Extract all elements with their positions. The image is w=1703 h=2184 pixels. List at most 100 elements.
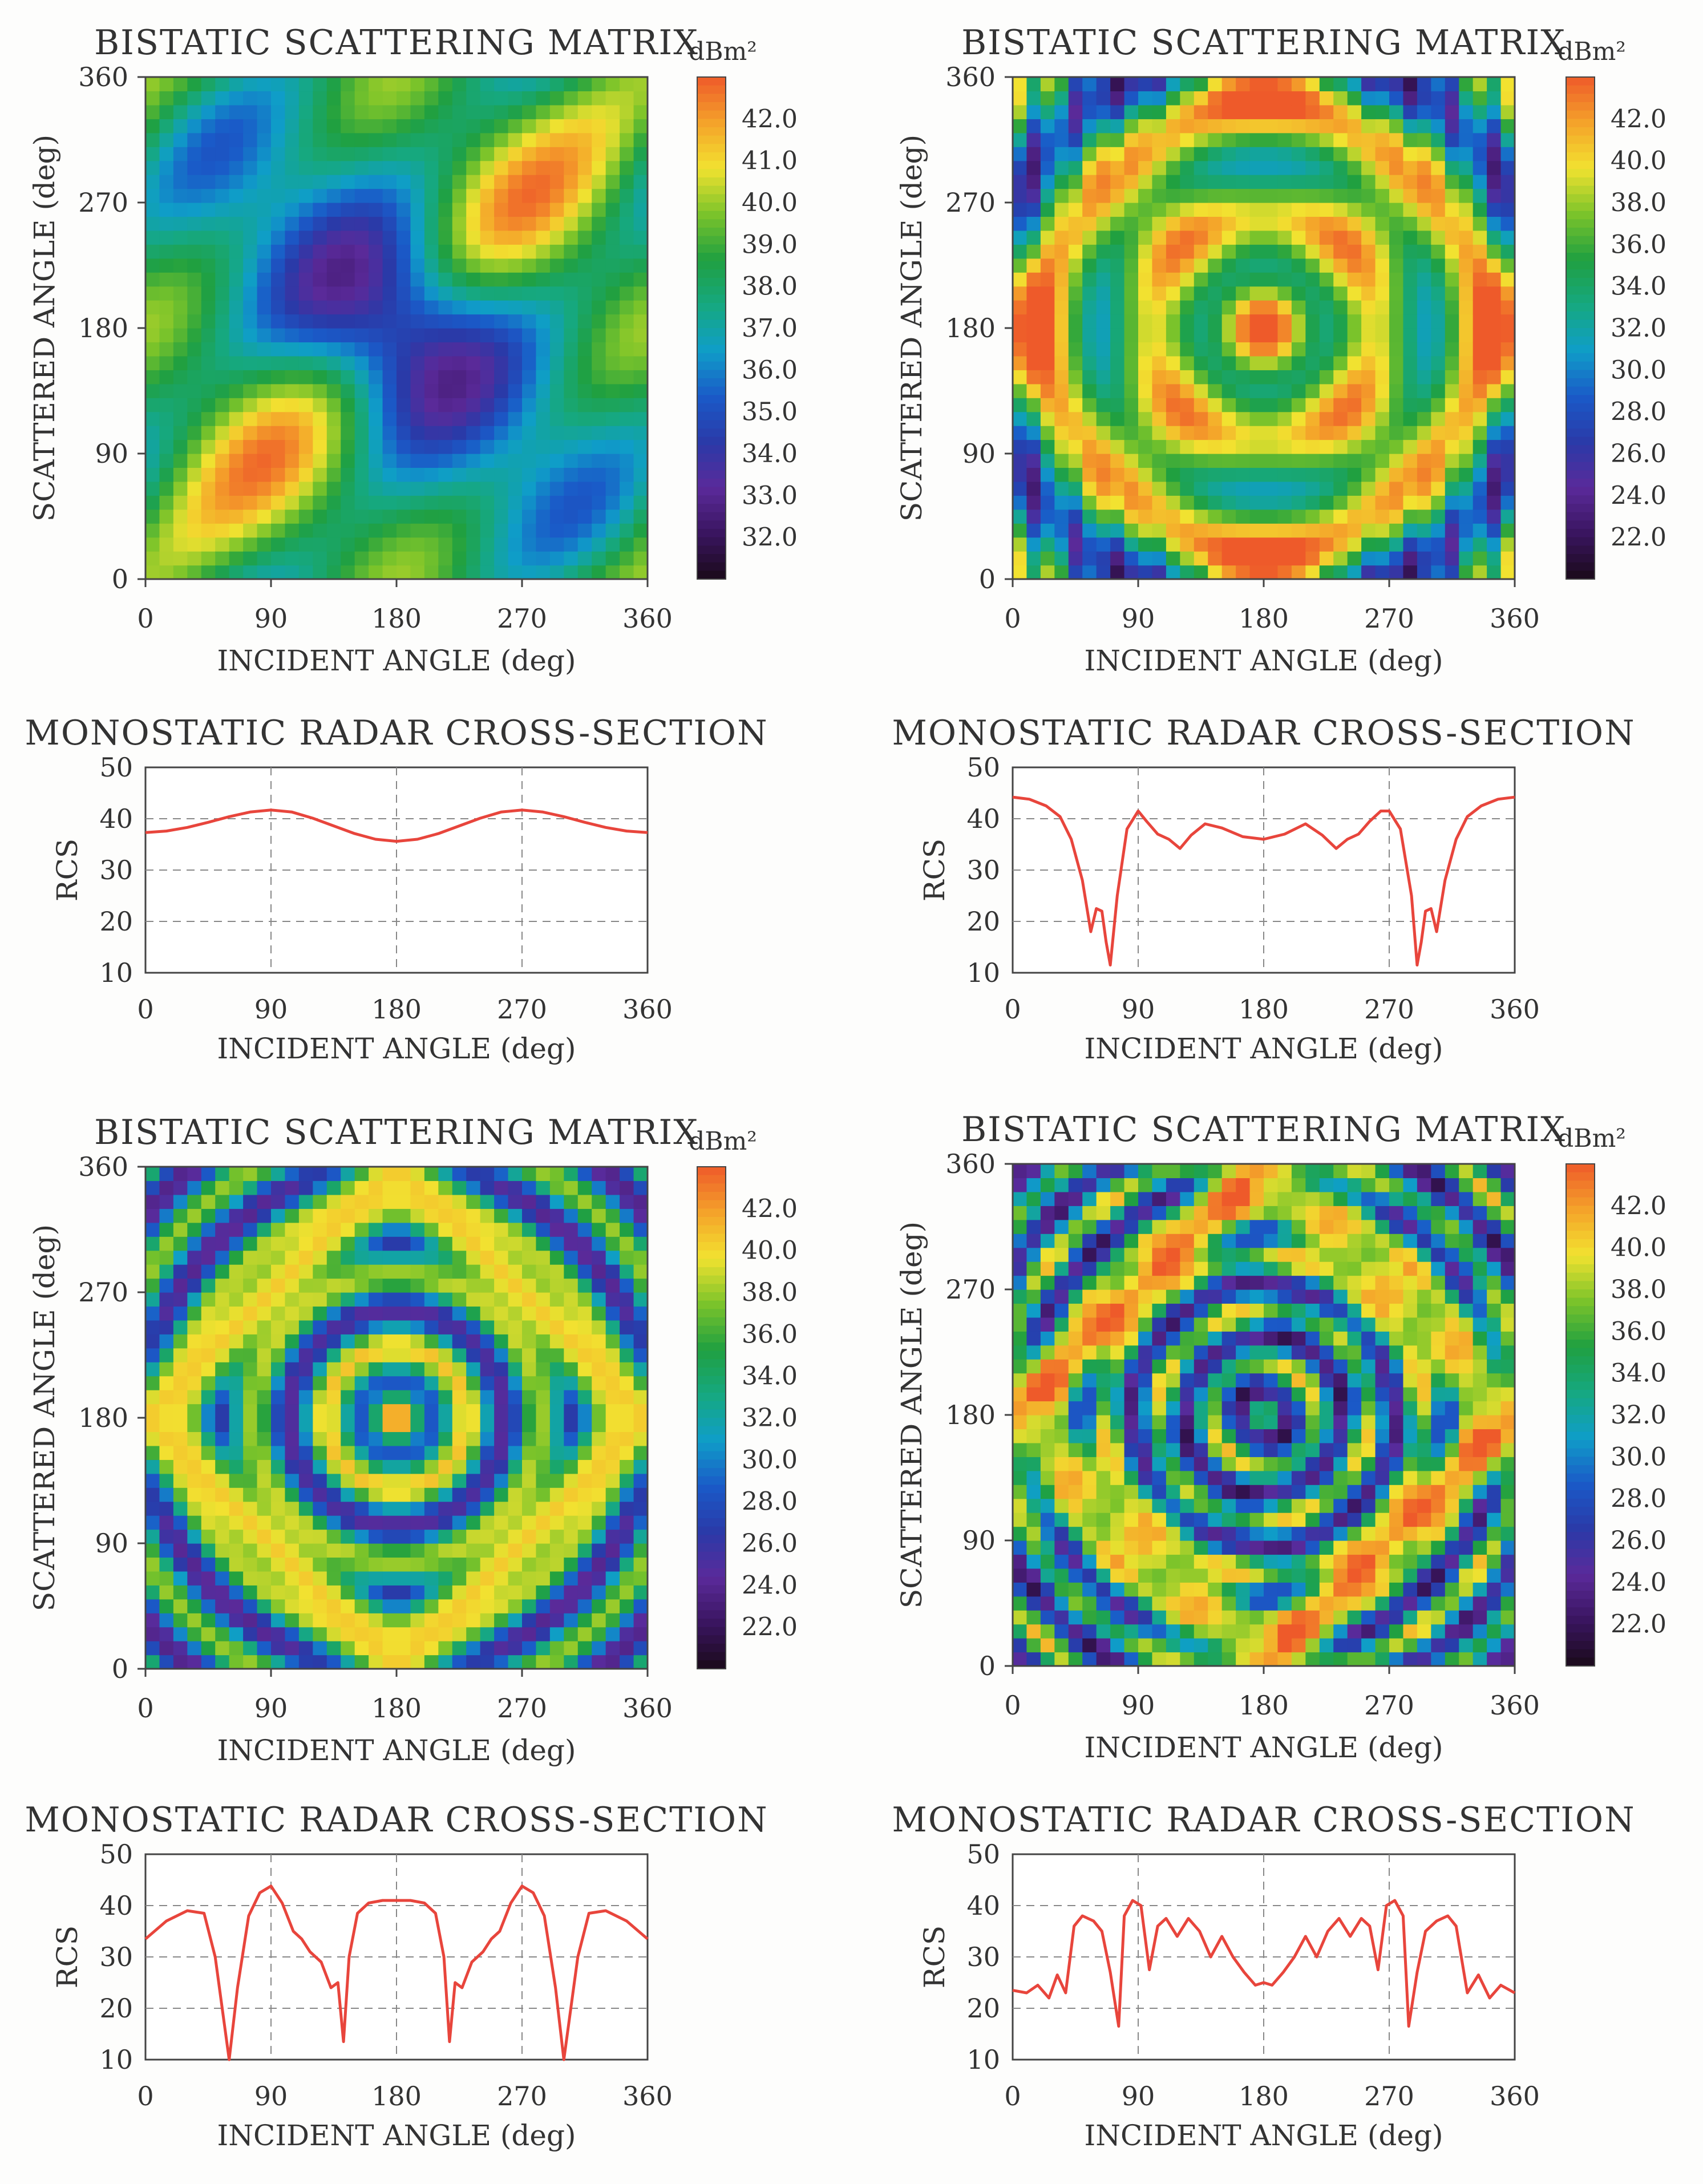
heatmap-cell — [1375, 342, 1390, 357]
heatmap-cell — [1264, 1303, 1279, 1318]
heatmap-cell — [341, 1418, 355, 1433]
heatmap-cell — [480, 1334, 495, 1349]
heatmap-cell — [271, 328, 286, 343]
heatmap-cell — [229, 258, 244, 273]
heatmap-cell — [1445, 537, 1459, 552]
heatmap-cell — [522, 1599, 537, 1613]
heatmap-cell — [536, 203, 551, 217]
heatmap-cell — [1124, 537, 1139, 552]
heatmap-cell — [1291, 1331, 1306, 1346]
heatmap-cell — [620, 454, 634, 468]
heatmap-cell — [173, 147, 188, 161]
heatmap-cell — [145, 300, 160, 315]
heatmap-cell — [1333, 203, 1348, 217]
heatmap-cell — [313, 160, 327, 175]
heatmap-cell — [536, 1641, 551, 1656]
heatmap-cell — [577, 328, 592, 343]
heatmap-cell — [1068, 104, 1083, 119]
heatmap-cell — [494, 91, 509, 106]
heatmap-cell — [577, 188, 592, 203]
heatmap-cell — [577, 1334, 592, 1349]
heatmap-cell — [1082, 1191, 1097, 1206]
heatmap-cell — [1305, 1610, 1320, 1625]
heatmap-cell — [1110, 370, 1125, 385]
heatmap-cell — [1361, 426, 1376, 440]
heatmap-cell — [243, 1348, 258, 1362]
heatmap-cell — [480, 230, 495, 245]
heatmap-cell — [424, 537, 439, 552]
heatmap-cell — [522, 426, 537, 440]
heatmap-cell — [1333, 355, 1348, 370]
heatmap-cell — [1417, 77, 1431, 92]
colorbar-segment — [697, 495, 726, 504]
heatmap-cell — [424, 119, 439, 134]
heatmap-cell — [382, 1194, 397, 1209]
heatmap-cell — [592, 1236, 606, 1251]
heatmap-cell — [438, 509, 453, 524]
heatmap-cell — [382, 1292, 397, 1307]
heatmap-cell — [1249, 1526, 1264, 1541]
colorbar-segment — [697, 1476, 726, 1486]
heatmap-cell — [1068, 1568, 1083, 1583]
heatmap-cell — [257, 1459, 272, 1474]
heatmap-cell — [313, 258, 327, 273]
heatmap-cell — [285, 1236, 300, 1251]
heatmap-cell — [1194, 91, 1208, 106]
heatmap-cell — [229, 1222, 244, 1237]
heatmap-cell — [354, 1180, 369, 1195]
heatmap-cell — [1110, 1331, 1125, 1346]
heatmap-cell — [522, 1264, 537, 1279]
heatmap-cell — [1249, 1289, 1264, 1304]
heatmap-cell — [592, 481, 606, 496]
heatmap-cell — [1194, 537, 1208, 552]
x-axis-label: INCIDENT ANGLE (deg) — [1084, 1032, 1443, 1065]
heatmap-cell — [1096, 523, 1111, 538]
heatmap-cell — [1473, 104, 1487, 119]
heatmap-cell — [1166, 383, 1180, 398]
heatmap-cell — [508, 1599, 523, 1613]
heatmap-cell — [1249, 411, 1264, 426]
heatmap-cell — [1124, 355, 1139, 370]
heatmap-cell — [1026, 355, 1041, 370]
heatmap-cell — [620, 1459, 634, 1474]
colorbar-segment — [697, 1384, 726, 1393]
heatmap-cell — [1264, 77, 1279, 92]
heatmap-cell — [605, 216, 620, 231]
heatmap-cell — [633, 272, 648, 287]
colorbar-segment — [697, 1451, 726, 1461]
heatmap-cell — [1221, 272, 1236, 287]
heatmap-cell — [229, 1459, 244, 1474]
heatmap-cell — [1431, 160, 1446, 175]
heatmap-cell — [1040, 1624, 1055, 1639]
heatmap-cell — [326, 300, 341, 315]
heatmap-cell — [466, 1529, 481, 1544]
heatmap-cell — [159, 370, 174, 385]
heatmap-cell — [1277, 1485, 1292, 1499]
heatmap-cell — [522, 481, 537, 496]
heatmap-cell — [382, 1557, 397, 1572]
heatmap-cell — [577, 439, 592, 454]
heatmap-cell — [1166, 565, 1180, 580]
heatmap-cell — [1096, 1582, 1111, 1597]
heatmap-cell — [229, 1306, 244, 1321]
heatmap-cell — [1096, 91, 1111, 106]
heatmap-cell — [1249, 1331, 1264, 1346]
heatmap-cell — [466, 1627, 481, 1641]
heatmap-cell — [1166, 132, 1180, 147]
heatmap-cell — [215, 551, 230, 566]
heatmap-cell — [285, 1390, 300, 1405]
heatmap-cell — [549, 411, 564, 426]
heatmap-cell — [382, 481, 397, 496]
heatmap-cell — [1249, 1498, 1264, 1513]
heatmap-cell — [313, 1222, 327, 1237]
heatmap-cell — [326, 523, 341, 538]
heatmap-cell — [257, 1515, 272, 1530]
colorbar-segment — [697, 487, 726, 496]
heatmap-cell — [1375, 203, 1390, 217]
heatmap-cell — [1459, 216, 1474, 231]
heatmap-cell — [1013, 119, 1028, 134]
heatmap-cell — [438, 537, 453, 552]
heatmap-cell — [549, 1431, 564, 1446]
heatmap-cell — [341, 1404, 355, 1418]
heatmap-cell — [201, 230, 216, 245]
